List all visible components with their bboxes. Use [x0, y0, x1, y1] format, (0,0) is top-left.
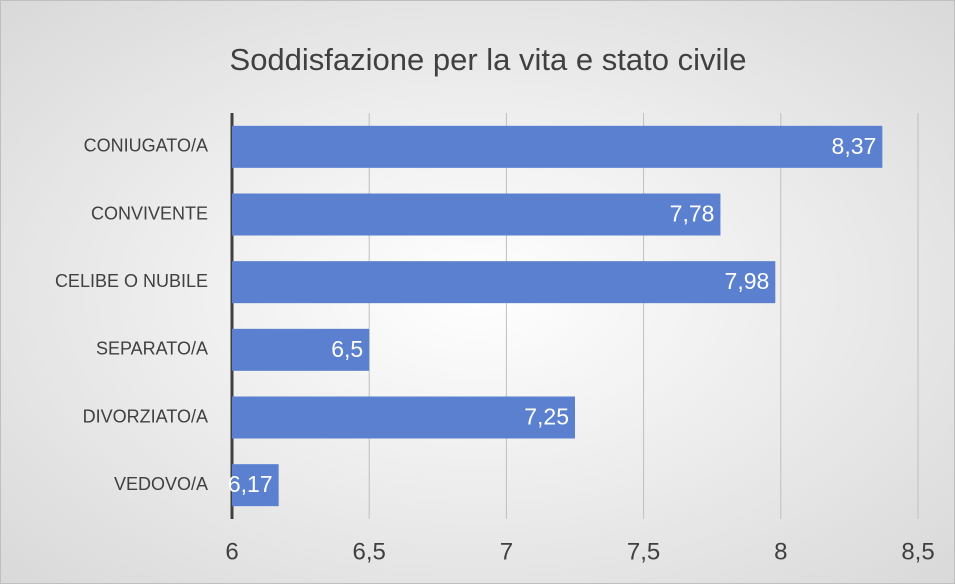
x-tick-label: 8,5	[901, 538, 934, 565]
x-tick-label: 6	[225, 538, 238, 565]
bar	[232, 396, 575, 439]
x-tick-label: 7,5	[627, 538, 660, 565]
chart-title: Soddisfazione per la vita e stato civile	[230, 42, 747, 77]
x-tick-label: 8	[774, 538, 787, 565]
bar	[232, 125, 883, 168]
bar	[232, 328, 370, 371]
y-tick-label: DIVORZIATO/A	[83, 406, 208, 426]
x-tick-label: 7	[500, 538, 513, 565]
y-tick-label: SEPARATO/A	[96, 339, 208, 359]
y-tick-label: VEDOVO/A	[114, 474, 208, 494]
data-label: 7,98	[725, 268, 770, 294]
data-label: 7,25	[524, 404, 569, 430]
data-label: 6,17	[228, 471, 273, 497]
y-tick-label: CONIUGATO/A	[84, 136, 208, 156]
y-tick-label: CELIBE O NUBILE	[55, 271, 208, 291]
bar	[232, 464, 279, 507]
bar	[232, 193, 721, 236]
data-label: 7,78	[670, 201, 715, 227]
bar	[232, 261, 776, 304]
data-label: 6,5	[331, 336, 363, 362]
y-tick-label: CONVIVENTE	[91, 203, 208, 223]
data-label: 8,37	[832, 133, 877, 159]
x-tick-label: 6,5	[353, 538, 386, 565]
